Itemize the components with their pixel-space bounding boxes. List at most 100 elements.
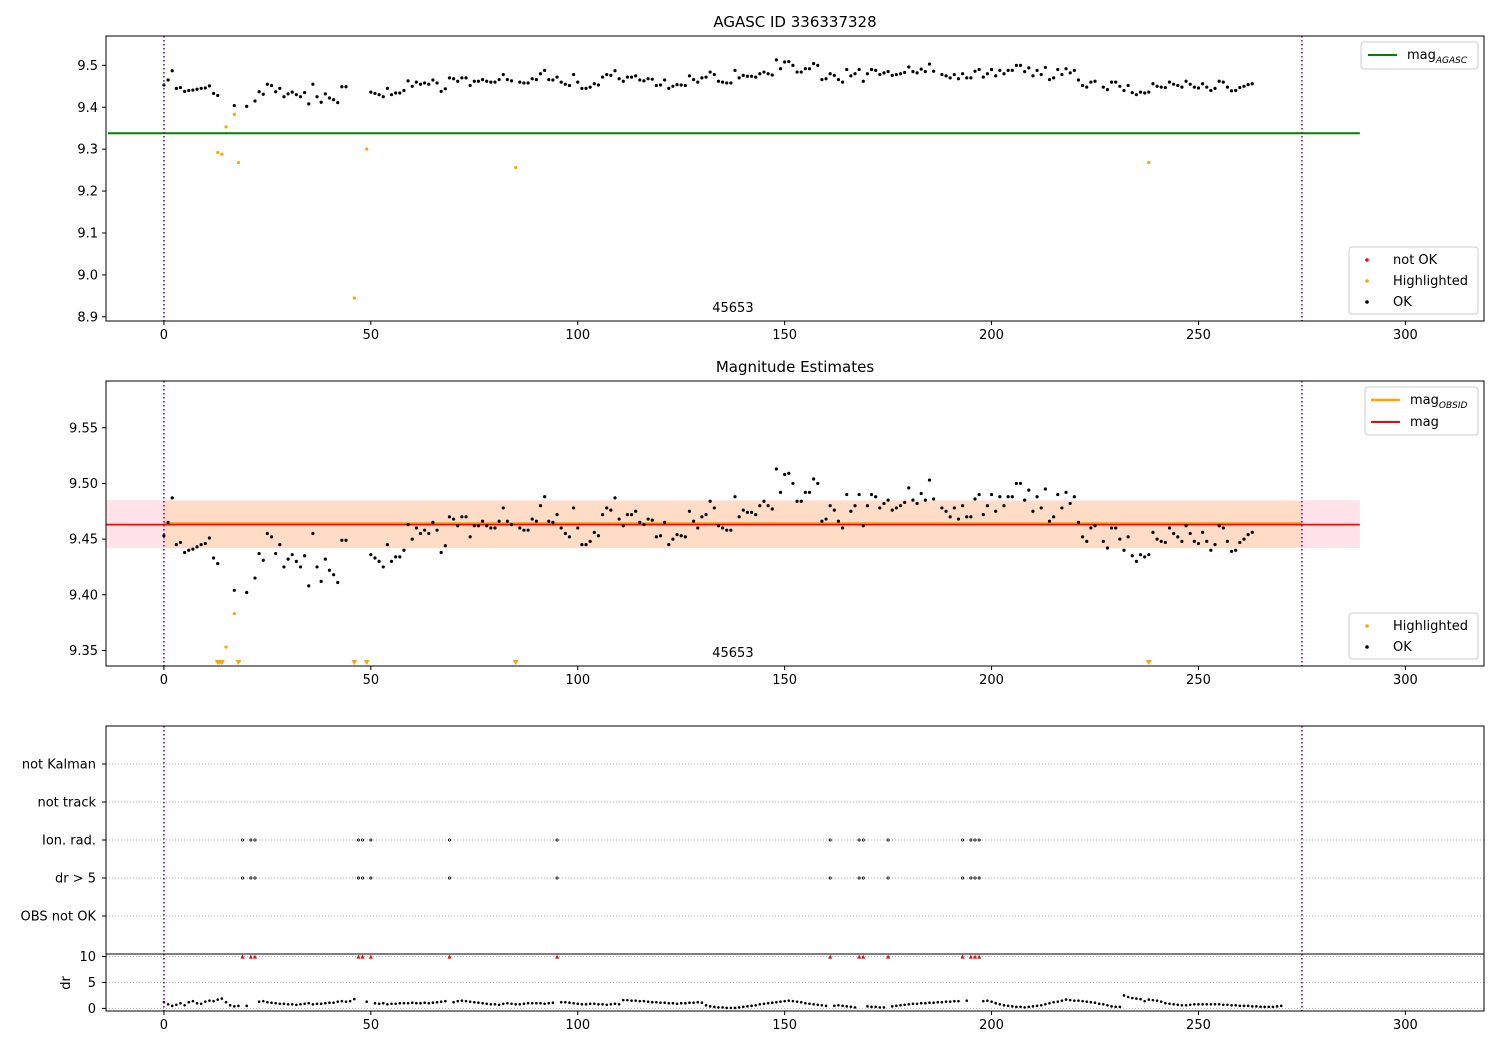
ok-point xyxy=(389,93,394,97)
dr-point xyxy=(564,1000,567,1004)
ok-point xyxy=(572,72,576,77)
dr-point xyxy=(808,1002,811,1006)
flag-event-marker xyxy=(361,838,365,842)
ok-point xyxy=(898,72,903,76)
dr-point xyxy=(199,1002,203,1006)
ok-point xyxy=(245,590,249,595)
dr-clipped-marker xyxy=(960,954,965,959)
dr-point xyxy=(1164,1001,1167,1005)
ok-point xyxy=(211,556,216,560)
ok-point xyxy=(232,103,236,108)
dr-point xyxy=(406,1001,410,1005)
ok-point xyxy=(725,81,729,85)
ok-point xyxy=(1176,83,1180,88)
ok-point xyxy=(588,539,592,543)
ok-point xyxy=(812,62,816,66)
dr-point xyxy=(208,999,211,1002)
dr-point xyxy=(758,1002,762,1006)
ok-point xyxy=(257,90,261,94)
ok-point xyxy=(1155,84,1159,88)
ok-point xyxy=(965,515,969,519)
dr-point xyxy=(365,1000,369,1003)
ok-point xyxy=(576,526,580,530)
dr-clipped-marker xyxy=(368,954,373,959)
dr-point xyxy=(526,1001,530,1005)
ok-point xyxy=(1093,524,1097,528)
ok-point xyxy=(489,526,493,530)
ok-point xyxy=(389,559,394,563)
ok-point xyxy=(303,554,307,558)
ok-point xyxy=(816,63,820,67)
ok-point xyxy=(315,95,319,99)
x-tick-label: 100 xyxy=(565,328,590,343)
ok-point xyxy=(340,85,344,89)
ok-point xyxy=(770,73,774,77)
ok-point xyxy=(327,568,332,572)
ok-point xyxy=(423,528,427,532)
ok-point xyxy=(687,74,692,78)
ok-point xyxy=(989,67,994,72)
ok-point xyxy=(572,506,576,510)
legend-label-ok: OK xyxy=(1393,295,1412,310)
legend-label-highlighted-2: Highlighted xyxy=(1393,619,1468,634)
ok-point xyxy=(166,520,170,524)
dr-point xyxy=(1126,995,1130,999)
ok-point xyxy=(795,70,799,74)
ok-point xyxy=(874,495,878,499)
flag-event-marker xyxy=(969,838,973,842)
dr-point xyxy=(336,1000,340,1003)
dr-point xyxy=(713,1005,716,1009)
dr-point xyxy=(290,1002,294,1006)
ok-point xyxy=(199,86,203,90)
dr-point xyxy=(874,1005,877,1009)
flag-event-marker xyxy=(977,838,981,842)
ok-point xyxy=(1147,90,1151,94)
ok-point xyxy=(803,490,807,494)
ok-point xyxy=(1126,83,1130,88)
ok-point xyxy=(187,548,191,552)
ok-point xyxy=(319,579,323,583)
ok-point xyxy=(1138,90,1143,94)
ok-point xyxy=(737,515,741,519)
dr-clipped-marker xyxy=(360,954,365,959)
ok-point xyxy=(629,512,634,517)
dr-point xyxy=(204,1000,207,1003)
ok-point xyxy=(774,467,778,471)
dr-point xyxy=(390,1002,393,1006)
ok-point xyxy=(1043,487,1047,491)
ok-point xyxy=(861,524,865,528)
dr-point xyxy=(837,1004,840,1007)
highlighted-point xyxy=(1147,160,1151,165)
ok-point xyxy=(700,76,704,80)
ok-point xyxy=(944,74,948,78)
plot-frame xyxy=(105,380,1485,667)
ok-point xyxy=(269,535,274,539)
ok-point xyxy=(882,501,886,506)
dr-point xyxy=(472,1000,476,1004)
ok-point xyxy=(1010,68,1014,72)
ok-point xyxy=(824,77,828,81)
x-tick-label: 50 xyxy=(363,673,380,688)
ok-point xyxy=(865,504,870,508)
ok-point xyxy=(1014,481,1018,486)
ok-point xyxy=(1184,79,1188,83)
dr-point xyxy=(1271,1005,1275,1009)
ok-point xyxy=(845,492,849,497)
dr-point xyxy=(953,999,956,1003)
dr-point xyxy=(609,1002,613,1006)
ok-point xyxy=(551,520,555,524)
dr-point xyxy=(882,1006,886,1009)
ok-point xyxy=(596,534,601,538)
dr-point xyxy=(1118,1005,1122,1009)
ok-point xyxy=(1221,526,1225,530)
ok-point xyxy=(1180,85,1184,89)
ok-point xyxy=(298,95,303,99)
magnitude-panel: Magnitude Estimates 0 50 100 150 200 250 300 9.… xyxy=(69,358,1485,688)
dr-point xyxy=(948,1000,952,1003)
ok-point xyxy=(1225,539,1230,543)
dr-point xyxy=(957,999,960,1003)
ok-point xyxy=(1068,501,1072,506)
ok-point xyxy=(307,102,311,106)
ok-point xyxy=(613,496,617,500)
ok-point xyxy=(253,99,257,103)
